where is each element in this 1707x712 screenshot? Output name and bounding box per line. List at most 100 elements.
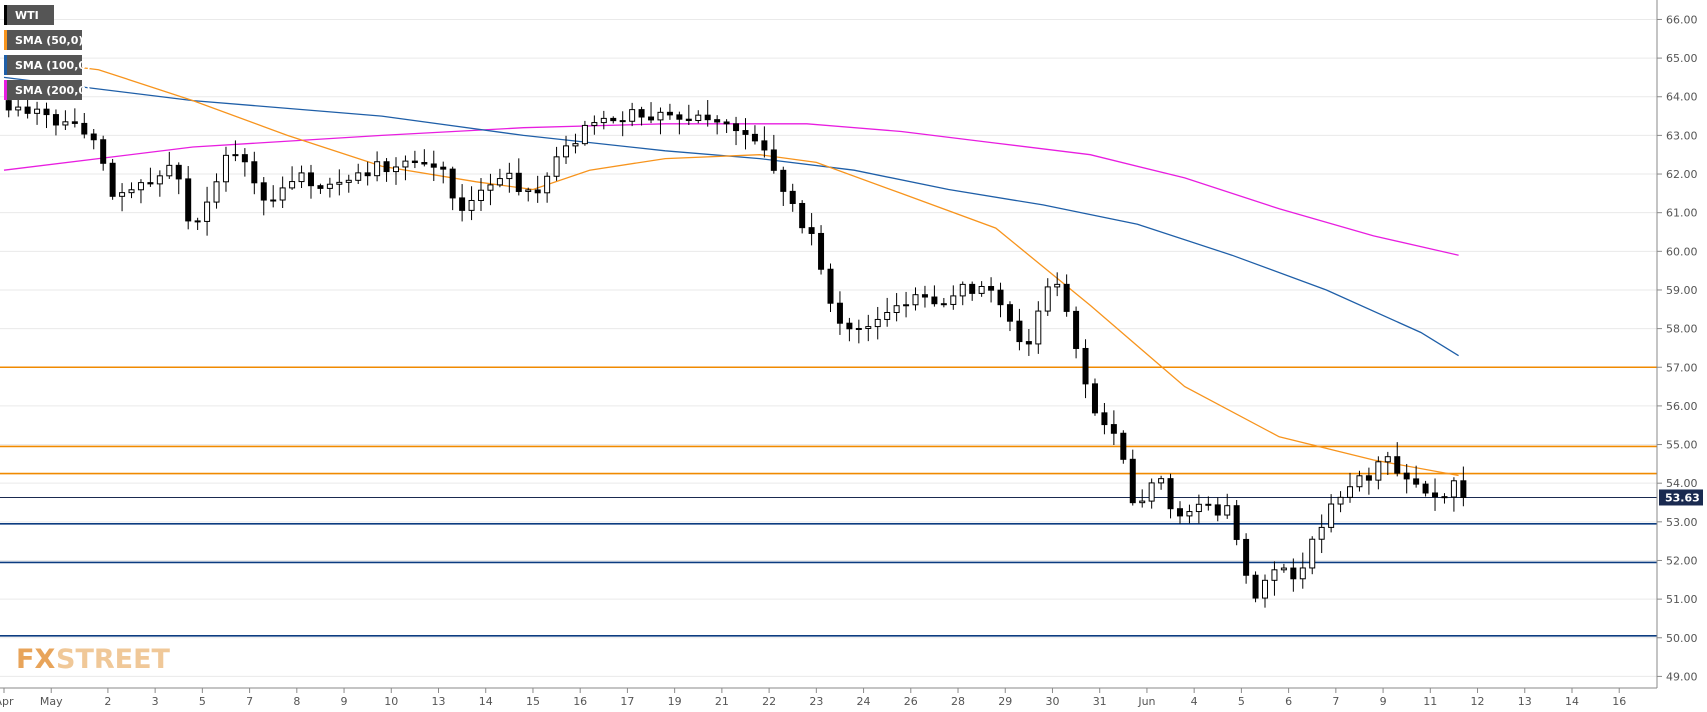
y-tick-label: 64.00	[1666, 91, 1698, 104]
bearish-candle	[421, 162, 428, 165]
y-tick-label: 58.00	[1666, 323, 1698, 336]
bearish-candle	[1063, 283, 1070, 312]
bullish-candle	[1356, 475, 1363, 488]
bullish-candle	[128, 189, 135, 194]
bearish-candle	[1243, 538, 1250, 576]
legend-color-swatch	[4, 5, 7, 25]
bearish-candle	[733, 123, 740, 132]
bullish-candle	[204, 201, 211, 222]
bearish-candle	[1016, 320, 1023, 343]
bearish-candle	[969, 283, 976, 294]
bullish-candle	[695, 114, 702, 122]
legend-item-bg	[4, 55, 82, 75]
bearish-candle	[789, 190, 796, 204]
bearish-candle	[1082, 347, 1089, 385]
bearish-candle	[430, 163, 437, 168]
bullish-candle	[544, 175, 551, 194]
x-tick-label: 26	[904, 695, 918, 708]
bullish-candle	[289, 181, 296, 189]
bullish-candle	[657, 111, 664, 121]
legend-color-swatch	[4, 55, 7, 75]
last-price-badge: 53.63	[1659, 489, 1703, 506]
y-tick-label: 65.00	[1666, 52, 1698, 65]
bullish-candle	[600, 117, 607, 124]
bearish-candle	[1073, 310, 1080, 349]
bearish-candle	[109, 162, 116, 197]
bullish-candle	[468, 199, 475, 211]
bearish-candle	[619, 120, 626, 123]
x-tick-label: 19	[668, 695, 682, 708]
bearish-candle	[1167, 478, 1174, 510]
bullish-candle	[884, 311, 891, 320]
bullish-candle	[950, 295, 957, 305]
x-tick-label: 16	[573, 695, 587, 708]
x-tick-label: 22	[762, 695, 776, 708]
bullish-candle	[581, 124, 588, 145]
bearish-candle	[770, 149, 777, 171]
bearish-candle	[100, 139, 107, 164]
x-tick-label: Apr	[0, 695, 14, 708]
bullish-candle	[572, 143, 579, 147]
bullish-candle	[355, 172, 362, 181]
bullish-candle	[336, 181, 343, 185]
bullish-candle	[1158, 478, 1165, 484]
bearish-candle	[52, 114, 59, 126]
bearish-candle	[260, 182, 267, 201]
y-tick-label: 51.00	[1666, 593, 1698, 606]
last-price-badge-bg	[1659, 489, 1703, 506]
bullish-candle	[865, 326, 872, 329]
x-tick-label: 2	[104, 695, 111, 708]
horizontal-levels	[0, 366, 1657, 637]
y-tick-label: 66.00	[1666, 13, 1698, 26]
bullish-candle	[232, 154, 239, 157]
bearish-candle	[1205, 503, 1212, 506]
legend: WTI SMA (50,0) SMA (100,0) SMA (200,0)	[4, 5, 91, 100]
bullish-candle	[855, 327, 862, 330]
bearish-candle	[931, 296, 938, 305]
y-tick-label: 54.00	[1666, 477, 1698, 490]
bullish-candle	[374, 161, 381, 177]
grid-lines	[0, 18, 1657, 677]
y-tick-label: 62.00	[1666, 168, 1698, 181]
sma-200-line	[3, 123, 1459, 256]
y-tick-label: 63.00	[1666, 129, 1698, 142]
legend-item-label: WTI	[15, 9, 39, 22]
bullish-candle	[1450, 480, 1457, 498]
y-tick-label: 61.00	[1666, 207, 1698, 220]
bullish-candle	[591, 122, 598, 126]
bullish-candle	[1195, 503, 1202, 513]
bearish-candle	[676, 114, 683, 120]
bearish-candle	[714, 119, 721, 123]
x-tick-label: 8	[293, 695, 300, 708]
bullish-candle	[487, 184, 494, 191]
bullish-candle	[1347, 486, 1354, 498]
bullish-candle	[326, 183, 333, 189]
x-tick-label: 30	[1045, 695, 1059, 708]
bearish-candle	[459, 197, 466, 211]
bearish-candle	[685, 118, 692, 122]
bullish-candle	[166, 164, 173, 177]
sma-100-line	[3, 76, 1459, 357]
bullish-candle	[1280, 567, 1287, 571]
bullish-candle	[506, 172, 513, 180]
x-tick-label: 29	[998, 695, 1012, 708]
bearish-candle	[988, 285, 995, 291]
bearish-candle	[818, 232, 825, 270]
bearish-candle	[411, 160, 418, 164]
legend-item-label: SMA (50,0)	[15, 34, 83, 47]
bearish-candle	[1422, 483, 1429, 494]
bullish-candle	[156, 175, 163, 185]
bearish-candle	[515, 172, 522, 192]
x-tick-label: 9	[1380, 695, 1387, 708]
bullish-candle	[1186, 511, 1193, 517]
bullish-candle	[1262, 579, 1269, 599]
x-tick-label: May	[40, 695, 63, 708]
bearish-candle	[24, 106, 31, 114]
legend-item-label: SMA (200,0)	[15, 84, 91, 97]
bearish-candle	[827, 268, 834, 304]
bearish-candle	[81, 122, 88, 135]
bearish-candle	[761, 140, 768, 151]
y-tick-label: 57.00	[1666, 361, 1698, 374]
